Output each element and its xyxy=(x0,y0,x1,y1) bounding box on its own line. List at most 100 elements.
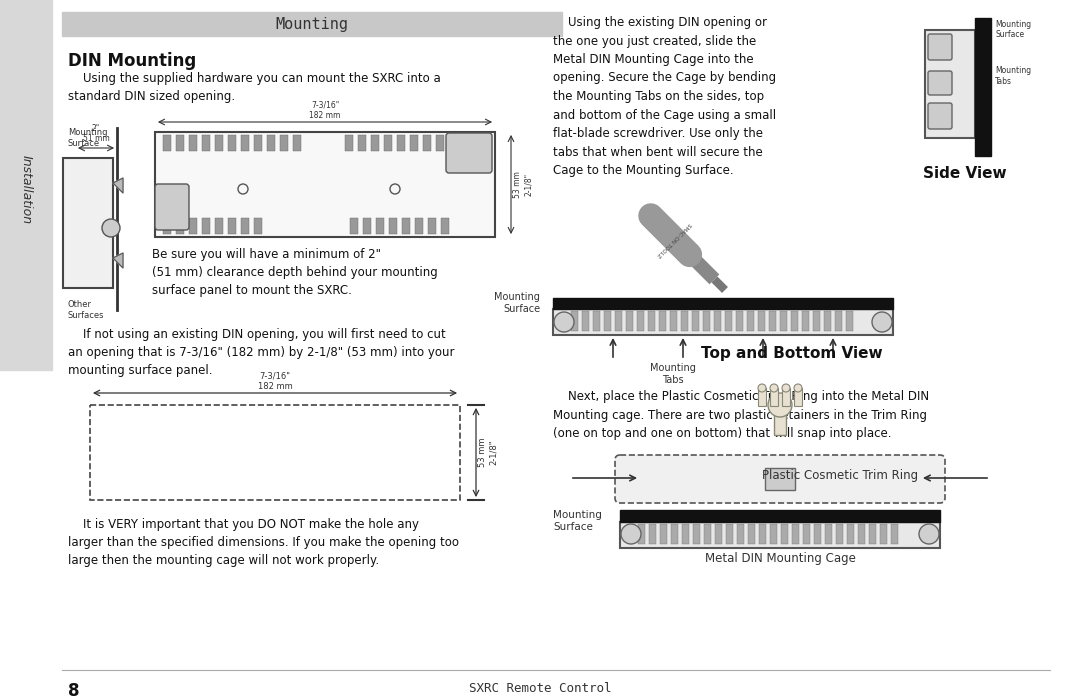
Bar xyxy=(758,388,766,406)
Bar xyxy=(638,524,645,544)
Text: Mounting
Tabs: Mounting Tabs xyxy=(650,363,696,385)
Bar xyxy=(774,405,786,435)
Bar xyxy=(804,524,810,544)
Bar xyxy=(372,135,379,151)
Bar xyxy=(704,524,711,544)
Text: Other
Surfaces: Other Surfaces xyxy=(68,300,105,320)
Bar xyxy=(350,218,357,234)
Bar xyxy=(814,524,821,544)
Bar xyxy=(836,524,843,544)
Bar xyxy=(593,311,600,331)
Text: Installation: Installation xyxy=(19,156,32,225)
Text: Plastic Cosmetic Trim Ring: Plastic Cosmetic Trim Ring xyxy=(761,468,918,482)
Text: Mounting
Surface: Mounting Surface xyxy=(495,292,540,314)
Bar xyxy=(571,311,578,331)
Bar xyxy=(397,135,405,151)
Bar xyxy=(693,524,700,544)
Bar xyxy=(410,135,418,151)
Bar xyxy=(737,524,744,544)
Bar xyxy=(423,135,431,151)
Circle shape xyxy=(782,384,789,392)
Bar xyxy=(376,218,384,234)
Text: SXRC Remote Control: SXRC Remote Control xyxy=(469,682,611,695)
Bar xyxy=(189,135,197,151)
Bar xyxy=(858,524,865,544)
Bar xyxy=(228,218,237,234)
Bar xyxy=(780,311,787,331)
Bar xyxy=(267,135,275,151)
Bar xyxy=(703,311,710,331)
Text: Mounting
Surface: Mounting Surface xyxy=(995,20,1031,39)
Text: Mounting
Surface: Mounting Surface xyxy=(68,128,108,148)
Bar xyxy=(924,30,975,138)
Text: 53 mm
2-1/8": 53 mm 2-1/8" xyxy=(478,438,498,467)
Bar xyxy=(835,311,842,331)
Bar xyxy=(620,522,940,548)
Bar xyxy=(813,311,820,331)
Bar xyxy=(660,524,667,544)
Bar xyxy=(63,158,113,288)
Text: Using the existing DIN opening or
the one you just created, slide the
Metal DIN : Using the existing DIN opening or the on… xyxy=(553,16,777,177)
Polygon shape xyxy=(113,253,123,268)
Text: Using the supplied hardware you can mount the SXRC into a
standard DIN sized ope: Using the supplied hardware you can moun… xyxy=(68,72,441,103)
Bar xyxy=(402,218,410,234)
Circle shape xyxy=(554,312,573,332)
Bar xyxy=(802,311,809,331)
Bar xyxy=(758,311,765,331)
Circle shape xyxy=(872,312,892,332)
Text: Mounting
Tabs: Mounting Tabs xyxy=(995,66,1031,86)
Bar xyxy=(794,388,802,406)
Bar xyxy=(436,135,444,151)
Bar xyxy=(891,524,897,544)
Bar xyxy=(176,135,184,151)
Bar xyxy=(714,311,721,331)
Bar xyxy=(626,311,633,331)
Bar xyxy=(748,524,755,544)
Text: Side View: Side View xyxy=(923,166,1007,181)
Text: 2"
51 mm: 2" 51 mm xyxy=(83,124,109,143)
Bar xyxy=(254,135,262,151)
Polygon shape xyxy=(113,178,123,193)
Circle shape xyxy=(621,524,642,544)
Bar xyxy=(726,524,733,544)
Bar xyxy=(345,135,353,151)
Bar xyxy=(202,218,210,234)
Bar xyxy=(620,510,940,522)
Bar xyxy=(792,524,799,544)
FancyBboxPatch shape xyxy=(156,184,189,230)
Bar xyxy=(441,218,449,234)
Text: It is VERY important that you DO NOT make the hole any
larger than the specified: It is VERY important that you DO NOT mak… xyxy=(68,518,459,567)
Text: 8: 8 xyxy=(68,682,80,698)
Bar xyxy=(670,311,677,331)
Bar xyxy=(604,311,611,331)
Circle shape xyxy=(102,219,120,237)
Bar xyxy=(869,524,876,544)
Bar xyxy=(681,524,689,544)
Bar xyxy=(254,218,262,234)
Bar xyxy=(747,311,754,331)
Bar xyxy=(615,311,622,331)
Text: DIN Mounting: DIN Mounting xyxy=(68,52,197,70)
Bar xyxy=(415,218,423,234)
Circle shape xyxy=(768,393,792,417)
Bar xyxy=(781,524,788,544)
Bar xyxy=(428,218,436,234)
FancyBboxPatch shape xyxy=(928,103,951,129)
Bar xyxy=(782,388,789,406)
Circle shape xyxy=(770,384,778,392)
Bar xyxy=(681,311,688,331)
Bar xyxy=(389,218,397,234)
Bar xyxy=(202,135,210,151)
Bar xyxy=(449,135,457,151)
Bar xyxy=(825,524,832,544)
Text: Next, place the Plastic Cosmetic Trim Ring into the Metal DIN
Mounting cage. The: Next, place the Plastic Cosmetic Trim Ri… xyxy=(553,390,929,440)
Bar xyxy=(692,311,699,331)
Bar xyxy=(847,524,854,544)
Bar xyxy=(357,135,366,151)
Bar xyxy=(715,524,723,544)
Bar xyxy=(293,135,301,151)
Bar xyxy=(824,311,831,331)
Bar xyxy=(671,524,678,544)
Bar xyxy=(659,311,666,331)
Bar xyxy=(215,218,222,234)
